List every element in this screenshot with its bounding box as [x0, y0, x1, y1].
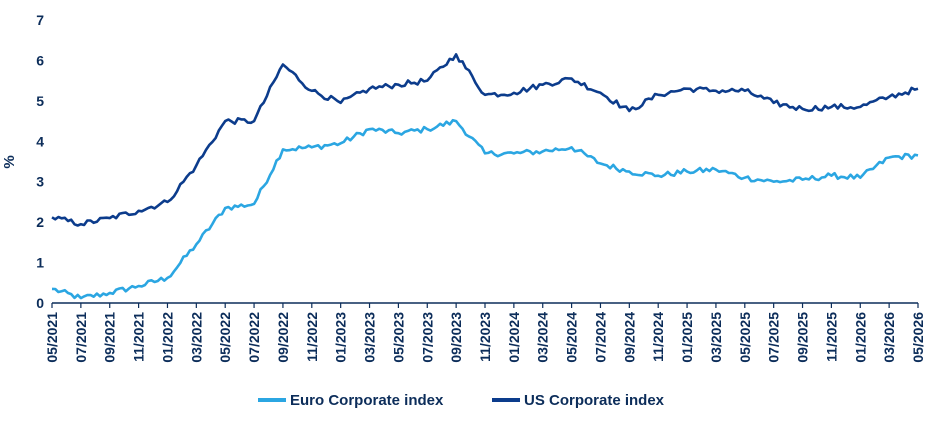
x-tick-label: 05/2024: [564, 312, 580, 363]
x-tick-label: 07/2024: [592, 312, 608, 363]
x-axis-ticks: 05/2021 07/2021 09/2021 11/2021 01/2022 03/20…: [44, 303, 926, 363]
x-tick-label: 03/2025: [708, 312, 724, 363]
y-tick-label: 4: [36, 133, 44, 149]
x-tick-label: 09/2021: [102, 312, 118, 363]
series-line-0: [51, 118, 919, 300]
x-tick-label: 03/2024: [535, 312, 551, 363]
legend-label: Euro Corporate index: [290, 392, 444, 409]
x-tick-label: 07/2021: [73, 312, 89, 363]
legend-label: US Corporate index: [524, 392, 665, 409]
x-tick-label: 07/2022: [246, 312, 262, 363]
x-tick-label: 11/2021: [131, 312, 147, 362]
x-tick-label: 01/2024: [506, 312, 522, 363]
x-tick-label: 05/2021: [44, 312, 60, 363]
legend: Euro Corporate index US Corporate index: [258, 392, 665, 409]
x-tick-label: 11/2024: [650, 312, 666, 362]
x-tick-label: 03/2023: [362, 312, 378, 363]
x-tick-label: 05/2022: [217, 312, 233, 363]
x-tick-label: 11/2022: [304, 312, 320, 362]
x-tick-label: 09/2023: [448, 312, 464, 363]
series-line-1: [51, 53, 919, 227]
y-tick-label: 5: [36, 93, 44, 109]
y-tick-label: 3: [36, 174, 44, 190]
y-tick-label: 1: [36, 255, 44, 271]
x-tick-label: 11/2025: [823, 312, 839, 362]
x-tick-label: 01/2025: [679, 312, 695, 363]
y-axis-label: %: [1, 155, 18, 168]
series-lines: [51, 53, 919, 300]
x-tick-label: 05/2023: [390, 312, 406, 363]
x-tick-label: 01/2023: [333, 312, 349, 363]
x-tick-label: 01/2022: [159, 312, 175, 363]
x-tick-label: 07/2025: [766, 312, 782, 363]
x-tick-label: 09/2022: [275, 312, 291, 363]
x-tick-label: 03/2022: [188, 312, 204, 363]
y-axis-ticks: 0 1 2 3 4 5 6 7: [36, 12, 44, 311]
y-tick-label: 0: [36, 295, 44, 311]
y-tick-label: 6: [36, 52, 44, 68]
y-tick-label: 7: [36, 12, 44, 28]
x-tick-label: 05/2026: [910, 312, 926, 363]
y-tick-label: 2: [36, 214, 44, 230]
x-tick-label: 09/2025: [795, 312, 811, 363]
x-tick-label: 11/2023: [477, 312, 493, 362]
x-tick-label: 09/2024: [621, 312, 637, 363]
x-tick-label: 01/2026: [852, 312, 868, 363]
x-tick-label: 07/2023: [419, 312, 435, 363]
x-tick-label: 05/2025: [737, 312, 753, 363]
x-tick-label: 03/2026: [881, 312, 897, 363]
